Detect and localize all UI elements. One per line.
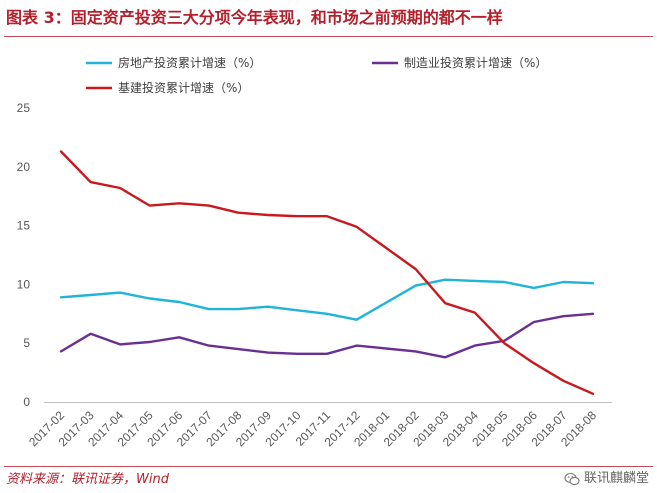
line-chart: 房地产投资累计增速（%） 制造业投资累计增速（%） 基建投资累计增速（%） 0 5 10… — [17, 55, 612, 449]
series-line — [59, 150, 595, 395]
y-tick-label: 5 — [23, 336, 30, 350]
footer-divider — [4, 466, 653, 467]
chart-series — [59, 150, 595, 395]
y-tick-label: 25 — [17, 101, 31, 115]
source-note: 资料来源：联讯证券，Wind — [6, 472, 169, 487]
series-line — [59, 278, 595, 321]
watermark: 联讯麒麟堂 — [564, 468, 649, 490]
legend-label: 制造业投资累计增速（%） — [404, 55, 547, 70]
watermark-text: 联讯麒麟堂 — [583, 471, 649, 486]
y-tick-label: 15 — [17, 219, 31, 233]
y-tick-label: 20 — [17, 160, 31, 174]
title-divider — [4, 36, 653, 37]
figure-title: 图表 3：固定资产投资三大分项今年表现，和市场之前预期的都不一样 — [6, 8, 503, 27]
legend-label: 房地产投资累计增速（%） — [118, 55, 261, 70]
y-tick-label: 0 — [23, 395, 30, 409]
chart-axes: 05101520252017-022017-032017-042017-0520… — [17, 101, 612, 449]
chart-legend: 房地产投资累计增速（%） 制造业投资累计增速（%） 基建投资累计增速（%） — [86, 55, 547, 95]
y-tick-label: 10 — [17, 277, 31, 291]
series-line — [59, 312, 595, 359]
wechat-icon — [564, 472, 580, 486]
legend-label: 基建投资累计增速（%） — [118, 80, 249, 95]
